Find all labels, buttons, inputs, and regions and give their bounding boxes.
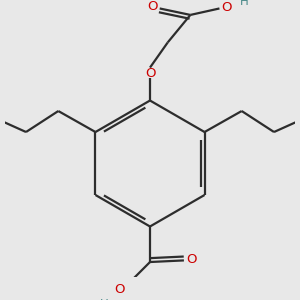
Text: O: O xyxy=(221,1,232,14)
Text: O: O xyxy=(186,253,196,266)
Text: H: H xyxy=(240,0,249,8)
Text: O: O xyxy=(147,0,158,13)
Text: H: H xyxy=(99,298,108,300)
Text: O: O xyxy=(145,67,155,80)
Text: O: O xyxy=(114,283,124,296)
